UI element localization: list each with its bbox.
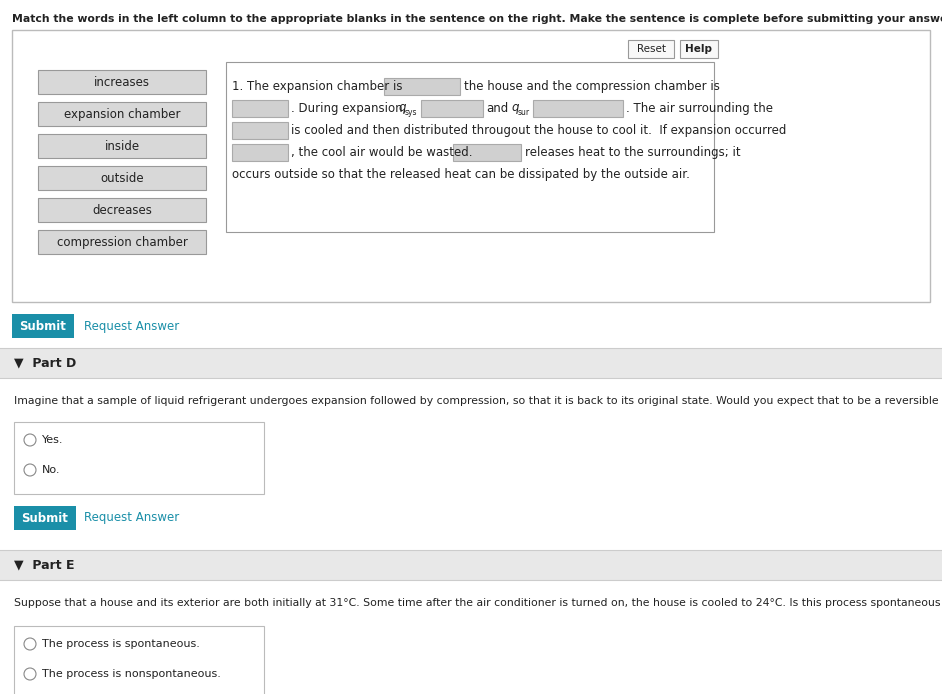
Bar [226,62,714,232]
Text: ▼  Part E: ▼ Part E [14,559,74,571]
Bar [38,102,206,126]
Bar [14,422,264,494]
Bar [232,144,288,161]
Text: Request Answer: Request Answer [84,511,179,525]
Bar [38,166,206,190]
Text: No.: No. [42,465,60,475]
Text: Submit: Submit [20,319,67,332]
Bar [0,348,942,378]
Bar [0,378,942,550]
Text: Match the words in the left column to the appropriate blanks in the sentence on : Match the words in the left column to th… [12,14,942,24]
Text: ▼  Part D: ▼ Part D [14,357,76,369]
Bar [38,198,206,222]
Text: , the cool air would be wasted.: , the cool air would be wasted. [291,146,473,158]
Text: The process is spontaneous.: The process is spontaneous. [42,639,200,649]
Bar [0,550,942,580]
Text: the house and the compression chamber is: the house and the compression chamber is [464,80,720,92]
Text: Request Answer: Request Answer [84,319,179,332]
Bar [232,100,288,117]
Bar [453,144,521,161]
Text: outside: outside [100,171,144,185]
Bar [38,70,206,94]
Text: releases heat to the surroundings; it: releases heat to the surroundings; it [525,146,740,158]
Text: Submit: Submit [22,511,69,525]
Text: Suppose that a house and its exterior are both initially at 31°C. Some time afte: Suppose that a house and its exterior ar… [14,598,942,608]
Text: decreases: decreases [92,203,152,217]
Text: inside: inside [105,139,139,153]
Bar [12,30,930,302]
Text: is cooled and then distributed througout the house to cool it.  If expansion occ: is cooled and then distributed througout… [291,124,787,137]
Text: Help: Help [686,44,712,54]
Bar [628,40,674,58]
Bar [14,626,264,694]
Text: The process is nonspontaneous.: The process is nonspontaneous. [42,669,220,679]
Text: . The air surrounding the: . The air surrounding the [626,101,773,115]
Bar [38,230,206,254]
Bar [14,506,76,530]
Text: Imagine that a sample of liquid refrigerant undergoes expansion followed by comp: Imagine that a sample of liquid refriger… [14,396,942,406]
Text: and: and [486,101,509,115]
Bar [680,40,718,58]
Bar [38,134,206,158]
Text: q: q [511,101,518,114]
Text: Reset: Reset [637,44,665,54]
Text: sur: sur [518,108,530,117]
Bar [12,314,74,338]
Text: occurs outside so that the released heat can be dissipated by the outside air.: occurs outside so that the released heat… [232,167,690,180]
Text: increases: increases [94,76,150,89]
Text: . During expansion,: . During expansion, [291,101,406,115]
Text: q: q [398,101,405,114]
Text: compression chamber: compression chamber [57,235,187,248]
Bar [0,580,942,694]
Bar [384,78,460,95]
Text: sys: sys [405,108,417,117]
Bar [232,122,288,139]
Text: expansion chamber: expansion chamber [64,108,180,121]
Text: 1. The expansion chamber is: 1. The expansion chamber is [232,80,402,92]
Bar [421,100,483,117]
Bar [533,100,623,117]
Text: Yes.: Yes. [42,435,63,445]
